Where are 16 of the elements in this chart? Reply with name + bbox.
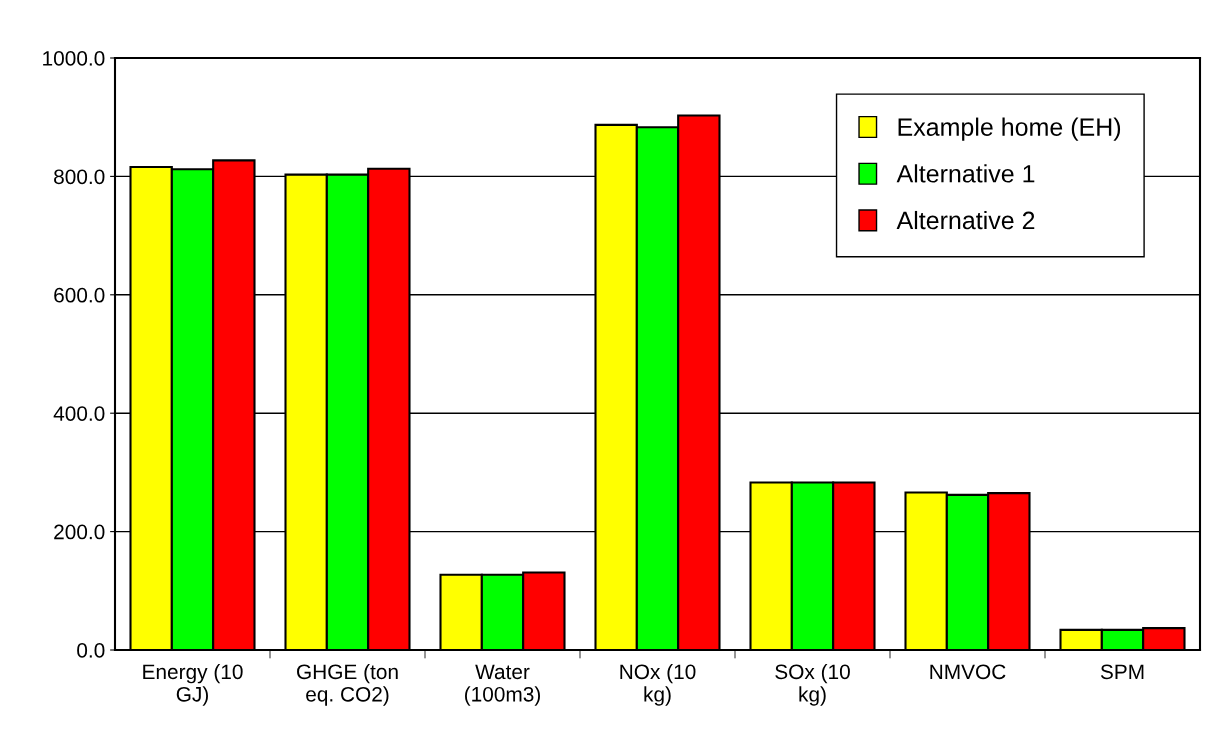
x-tick-label: Water (100m3) — [465, 664, 540, 706]
legend-label: Example home (EH) — [898, 117, 1121, 141]
y-tick-label: 600.0 — [54, 287, 105, 303]
legend-label: Alternative 1 — [896, 164, 1035, 183]
y-tick-label: 0.0 — [77, 643, 105, 658]
y-tick-label: 400.0 — [53, 406, 105, 421]
y-tick-label: 200.0 — [54, 524, 105, 540]
x-tick-label: SPM — [1100, 664, 1144, 680]
y-tick-label: 800.0 — [54, 169, 105, 185]
x-tick-label: GHGE (ton eq. CO2) — [297, 663, 398, 706]
x-tick-label: Energy (10 GJ) — [143, 663, 243, 706]
legend-label: Alternative 2 — [896, 210, 1035, 230]
x-tick-label: SOx (10 kg) — [775, 663, 850, 706]
x-tick-label: NOx (10 kg) — [620, 663, 696, 706]
x-tick-label: NMVOC — [930, 664, 1006, 680]
y-tick-label: 1000.0 — [43, 51, 105, 66]
